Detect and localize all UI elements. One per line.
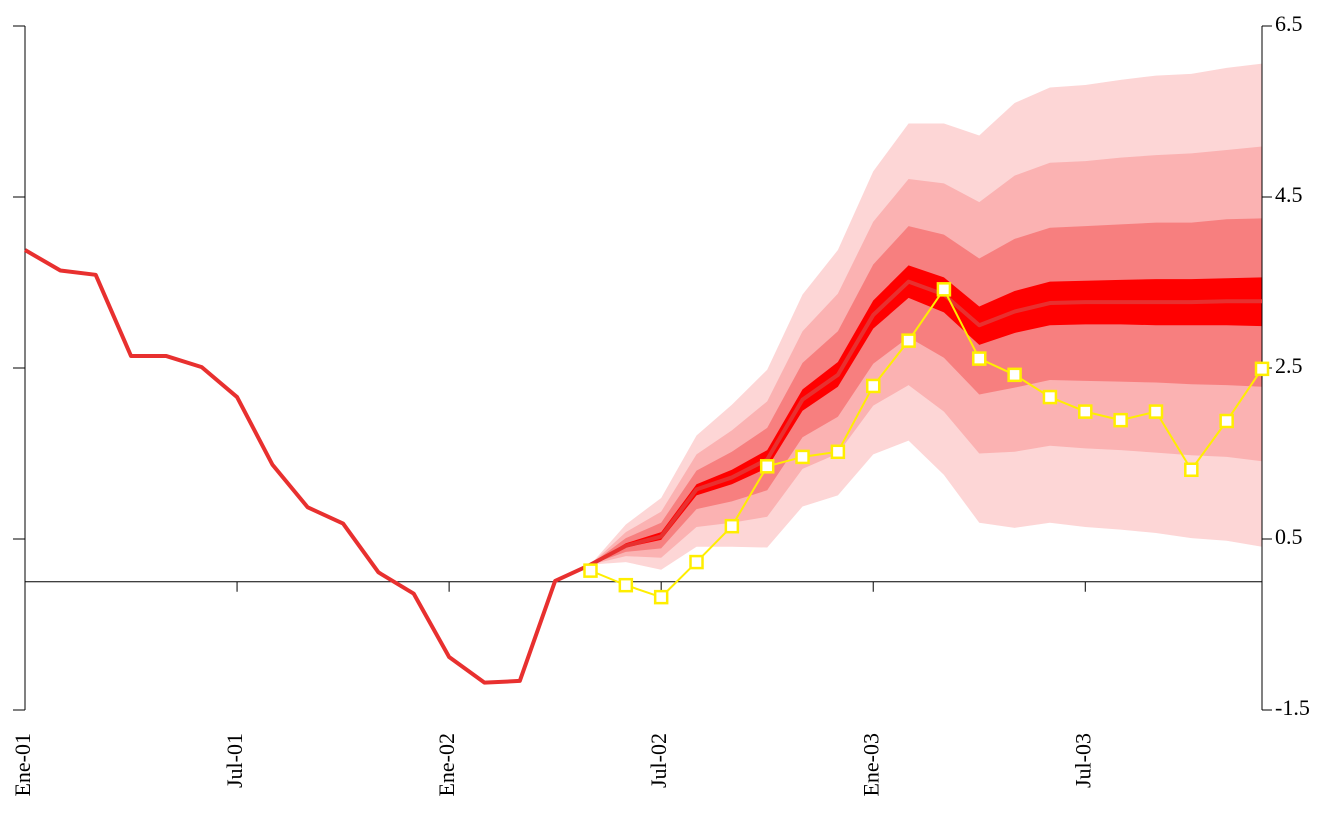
series-marker [1113,412,1128,428]
x-tick-label: Jul-01 [222,733,247,788]
y-tick-label: 4.5 [1275,182,1303,207]
series-line [23,248,1262,685]
y-tick-label: -1.5 [1275,695,1310,720]
x-tick-label: Ene-03 [858,733,883,797]
x-tick-label: Ene-01 [10,733,35,797]
series-marker [972,351,987,366]
series-marker [1148,404,1164,419]
x-tick-label: Jul-03 [1070,733,1095,788]
series-marker [1184,462,1199,477]
x-tick-label: Jul-02 [646,733,671,788]
y-tick-label: 6.5 [1275,11,1303,36]
series-marker [830,444,846,460]
series-marker [865,378,881,394]
series-marker [1042,389,1058,405]
series-marker [724,518,740,534]
y-tick-label: 2.5 [1275,353,1303,378]
fan-band [590,265,1262,565]
series-marker [936,282,952,297]
series-marker [1254,361,1270,377]
x-tick-label: Ene-02 [434,733,459,797]
series-marker [689,554,704,570]
series-marker [901,333,916,348]
series-marker [795,449,810,465]
series-marker [1219,413,1234,429]
series-marker [1078,404,1093,419]
series-marker [1007,367,1022,383]
series-marker [653,589,669,605]
series-marker [618,577,634,593]
series-marker [583,563,598,578]
y-tick-label: 0.5 [1275,524,1303,549]
series-marker [759,459,775,474]
